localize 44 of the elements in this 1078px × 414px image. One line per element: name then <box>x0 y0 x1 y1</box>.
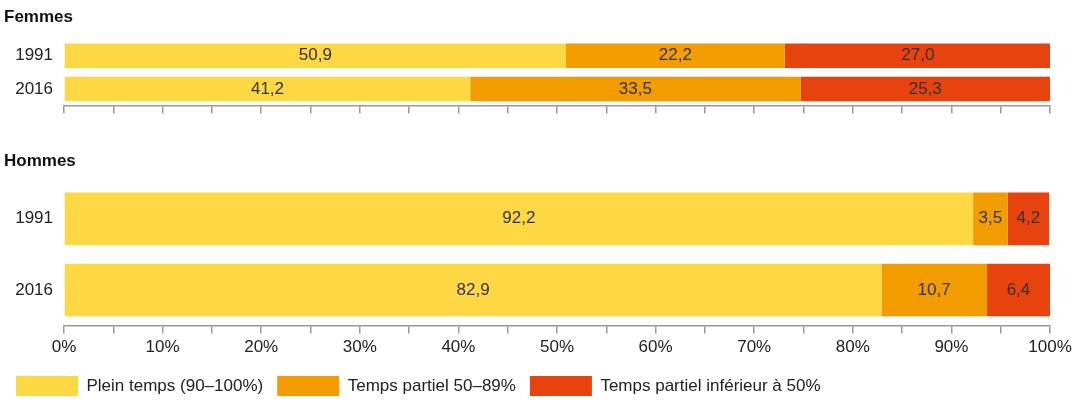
x-tick-label: 40% <box>441 337 476 357</box>
bar <box>64 263 882 317</box>
bar <box>973 192 1008 246</box>
legend-label: Temps partiel 50–89% <box>347 375 516 395</box>
y-tick-label: 2016 <box>15 78 53 98</box>
data-label: 41,2 <box>250 78 285 98</box>
x-tick-label: 10% <box>145 337 180 357</box>
data-label: 3,5 <box>978 208 1003 228</box>
bar <box>1007 192 1050 246</box>
x-tick-label: 90% <box>934 337 969 357</box>
legend-label: Plein temps (90–100%) <box>86 375 264 395</box>
bar <box>64 192 974 246</box>
chart-title: Femmes <box>3 6 74 26</box>
bar <box>881 263 987 317</box>
data-label: 33,5 <box>618 78 652 98</box>
data-label: 6,4 <box>1006 279 1031 299</box>
x-tick-label: 60% <box>638 337 673 357</box>
bar <box>800 76 1050 102</box>
data-label: 92,2 <box>502 208 536 228</box>
data-label: 82,9 <box>456 279 490 299</box>
x-tick-label: 50% <box>539 337 575 357</box>
bar <box>64 43 566 69</box>
x-tick-label: 100% <box>1028 337 1072 357</box>
x-tick-label: 20% <box>244 337 279 357</box>
x-tick-label: 80% <box>835 337 870 357</box>
data-label: 22,2 <box>658 45 692 65</box>
bar <box>565 43 785 69</box>
y-tick-label: 1991 <box>15 45 53 65</box>
x-tick-label: 70% <box>737 337 772 357</box>
data-label: 4,2 <box>1016 208 1041 228</box>
y-tick-label: 1991 <box>15 208 53 228</box>
x-tick-label: 0% <box>51 337 77 357</box>
bar <box>470 76 801 102</box>
x-tick-label: 30% <box>342 337 377 357</box>
bar <box>986 263 1050 317</box>
legend-label: Temps partiel inférieur à 50% <box>600 375 821 395</box>
data-label: 25,3 <box>908 78 942 98</box>
data-label: 10,7 <box>917 279 951 299</box>
data-label: 27,0 <box>901 45 935 65</box>
bar <box>784 43 1050 69</box>
data-label: 50,9 <box>298 45 332 65</box>
bar <box>64 76 471 102</box>
chart-title: Hommes <box>3 150 77 170</box>
y-tick-label: 2016 <box>15 279 53 299</box>
